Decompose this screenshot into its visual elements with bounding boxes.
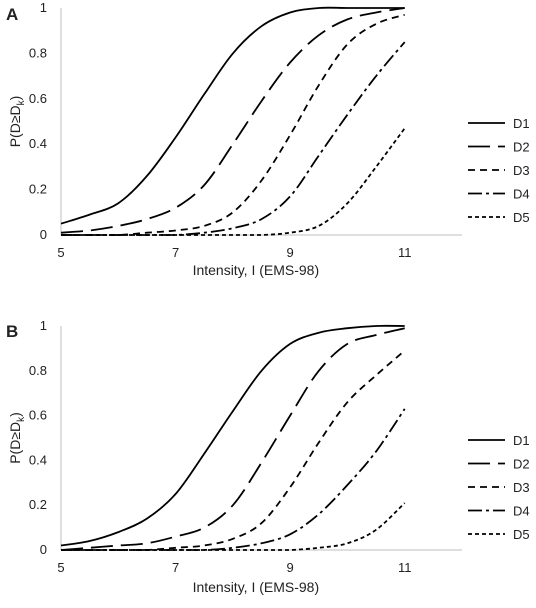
series-line-d3 — [61, 13, 405, 236]
y-tick-label: 0 — [40, 542, 47, 557]
x-tick-label: 5 — [57, 560, 64, 575]
y-axis-label: P(D≥Dk) — [7, 412, 27, 464]
y-tick-label: 0.8 — [29, 45, 47, 60]
panel-label: A — [6, 5, 18, 24]
series-line-d5 — [61, 127, 406, 236]
legend-label-d2: D2 — [513, 457, 530, 472]
x-axis-label: Intensity, I (EMS-98) — [193, 262, 320, 278]
legend-label-d4: D4 — [513, 504, 530, 519]
legend-label-d2: D2 — [513, 140, 530, 155]
series-line-d3 — [60, 349, 406, 551]
y-tick-label: 0.8 — [29, 363, 47, 378]
y-tick-label: 1 — [40, 318, 47, 333]
panel-b-chart: B 0 0.2 0.4 0.6 0.8 1 5 7 9 11 Intensity, I (EMS-98… — [6, 318, 530, 595]
x-tick-label: 11 — [398, 245, 412, 260]
series-line-d1 — [60, 324, 405, 547]
x-tick-label: 7 — [172, 560, 179, 575]
series-line-d2 — [60, 7, 405, 234]
y-axis-label-close: ) — [7, 412, 23, 417]
y-tick-label: 0.2 — [29, 182, 47, 197]
legend-label-d1: D1 — [513, 433, 530, 448]
legend-label-d4: D4 — [513, 187, 530, 202]
x-axis-label: Intensity, I (EMS-98) — [193, 579, 320, 595]
y-tick-label: 0.4 — [29, 136, 47, 151]
panel-a-chart: A 0 0.2 0.4 0.6 0.8 1 5 7 9 11 Intensity, I (EMS-98… — [6, 0, 530, 278]
series-line-d1 — [60, 6, 405, 225]
legend-label-d3: D3 — [513, 163, 530, 178]
y-tick-label: 0.6 — [29, 408, 47, 423]
series-line-d4 — [60, 408, 406, 551]
y-axis-label: P(D≥Dk) — [7, 96, 27, 148]
y-axis-label-main: P(D≥D — [7, 422, 23, 464]
y-axis-label-close: ) — [7, 96, 23, 101]
series-line-d5 — [60, 502, 406, 551]
legend-label-d1: D1 — [513, 116, 530, 131]
x-tick-label: 5 — [57, 245, 64, 260]
y-tick-label: 0.2 — [29, 497, 47, 512]
y-tick-label: 0 — [40, 227, 47, 242]
x-tick-label: 11 — [398, 560, 412, 575]
panel-label: B — [6, 322, 18, 341]
y-axis-label-subscript: k — [16, 416, 27, 422]
legend-label-d5: D5 — [513, 210, 530, 225]
y-tick-label: 0.4 — [29, 452, 47, 467]
legend-label-d3: D3 — [513, 480, 530, 495]
series-line-d2 — [60, 327, 405, 551]
x-tick-label: 9 — [287, 560, 294, 575]
x-tick-label: 9 — [287, 245, 294, 260]
y-tick-label: 1 — [40, 0, 47, 15]
y-axis-label-subscript: k — [16, 99, 27, 105]
y-axis-label-main: P(D≥D — [7, 105, 23, 147]
y-tick-label: 0.6 — [29, 91, 47, 106]
legend-label-d5: D5 — [513, 527, 530, 542]
x-tick-label: 7 — [172, 245, 179, 260]
